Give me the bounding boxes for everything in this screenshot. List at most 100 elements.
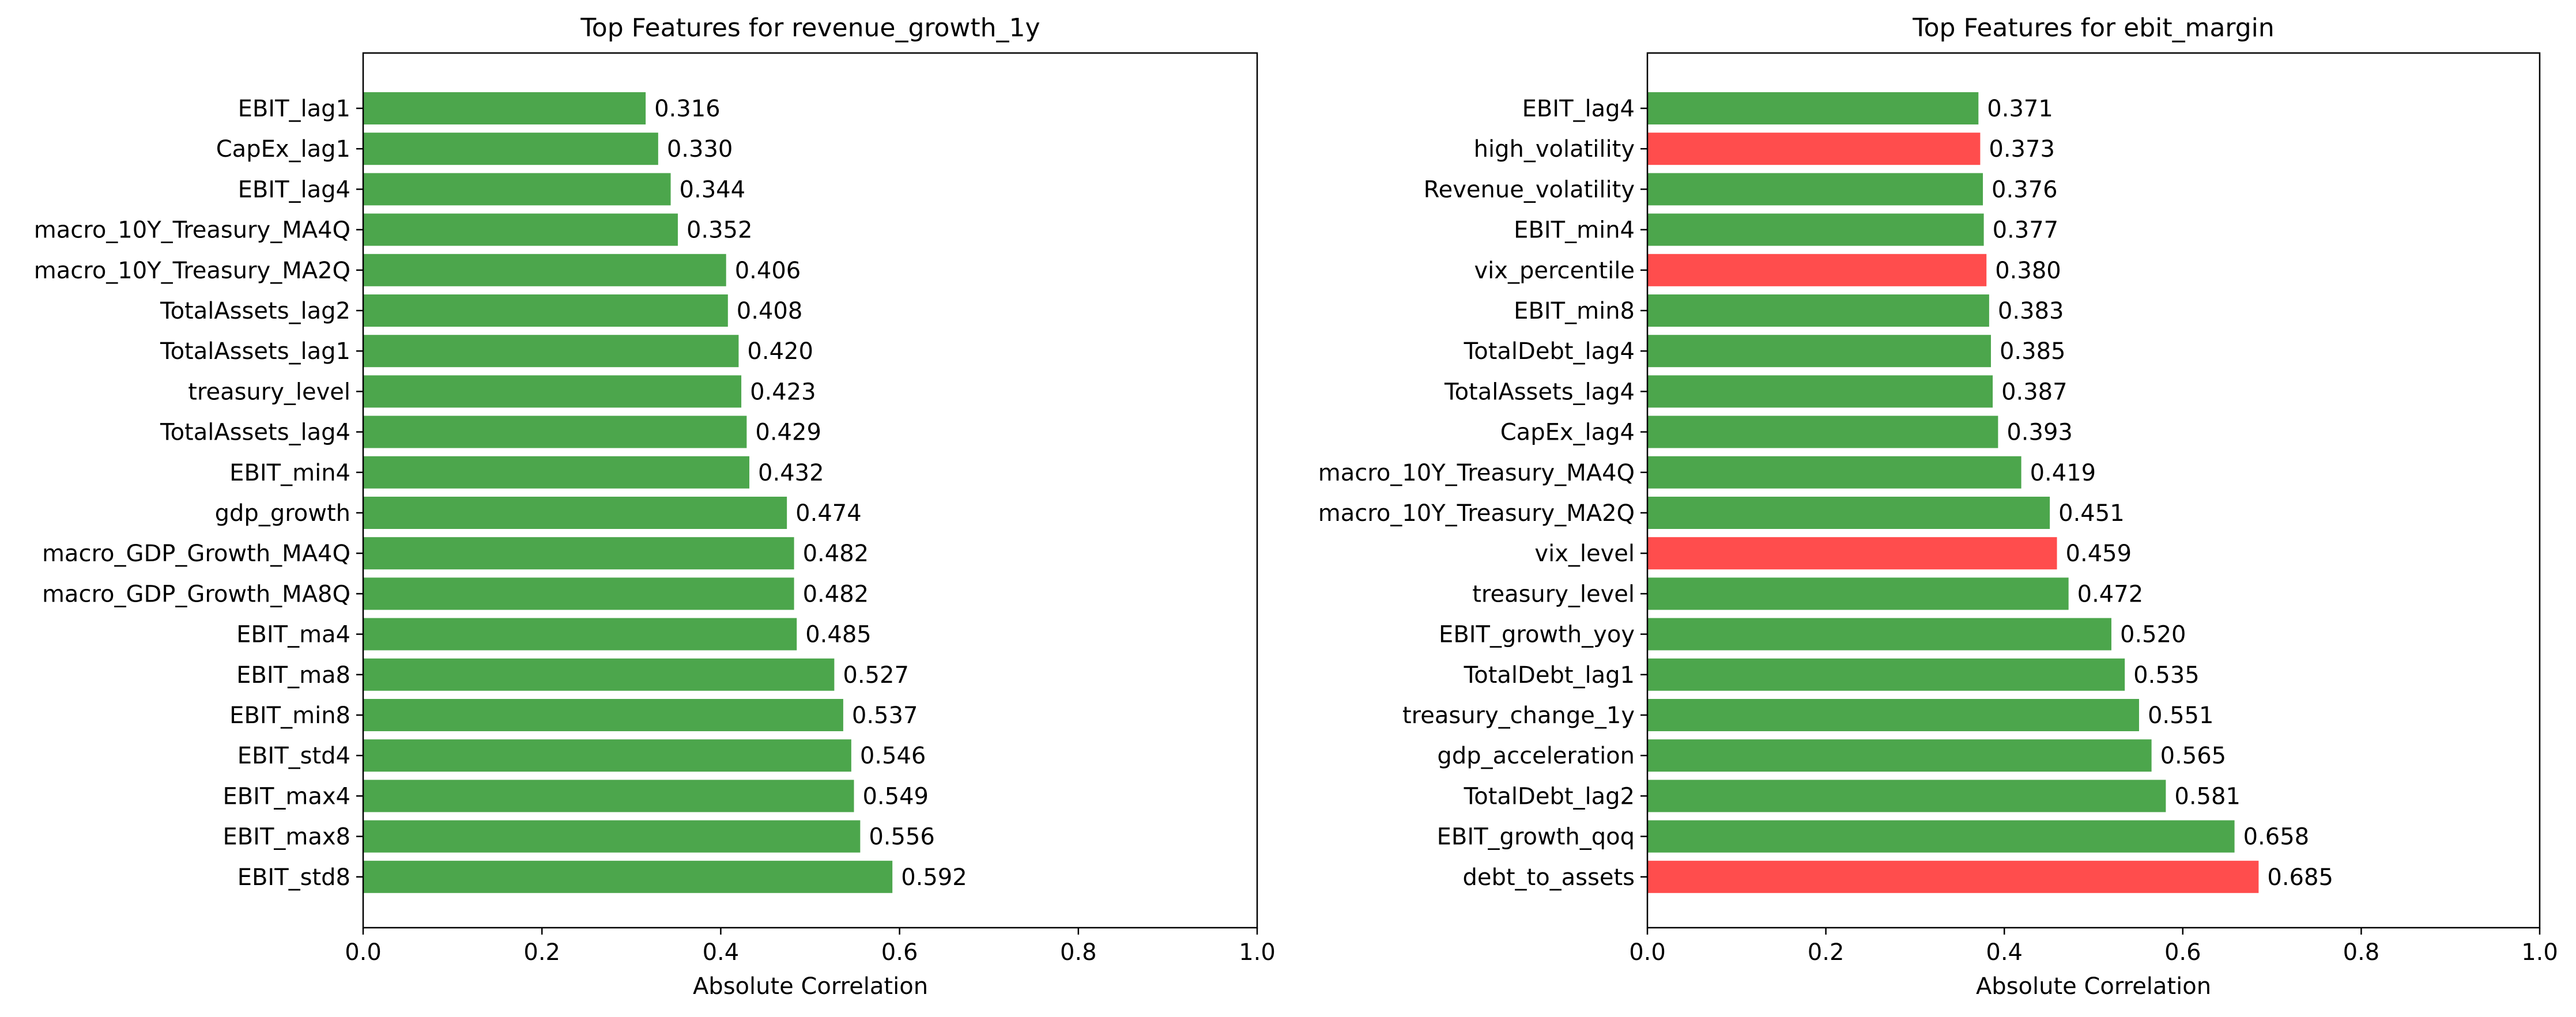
y-tick-label: treasury_level [188, 379, 350, 405]
y-tick-label: TotalAssets_lag4 [160, 419, 350, 446]
y-tick-label: EBIT_min8 [229, 702, 350, 729]
y-tick-label: EBIT_growth_yoy [1439, 622, 1635, 648]
y-tick-label: EBIT_lag4 [238, 176, 350, 203]
x-tick-label: 0.8 [1060, 939, 1097, 966]
bar [363, 577, 794, 610]
y-tick-label: EBIT_min4 [229, 460, 350, 486]
data-label: 0.352 [687, 217, 753, 244]
bar [363, 699, 843, 731]
bar [1647, 375, 1993, 408]
bar [1647, 780, 2166, 812]
bar [1647, 739, 2152, 772]
y-tick-label: TotalDebt_lag2 [1464, 783, 1635, 810]
x-tick-label: 0.2 [523, 939, 560, 966]
data-label: 0.520 [2120, 622, 2186, 648]
data-label: 0.393 [2007, 419, 2073, 446]
bar [363, 133, 658, 165]
y-tick-label: macro_10Y_Treasury_MA2Q [1318, 500, 1635, 527]
bar [363, 537, 794, 570]
data-label: 0.482 [803, 581, 869, 607]
bar [363, 213, 678, 246]
bar [1647, 92, 1979, 124]
bar [1647, 820, 2235, 853]
y-tick-label: EBIT_max8 [222, 824, 350, 850]
y-tick-label: TotalAssets_lag1 [160, 338, 350, 365]
bar [1647, 254, 1987, 286]
data-label: 0.565 [2160, 743, 2227, 769]
x-tick-label: 0.4 [1986, 939, 2023, 966]
data-label: 0.592 [901, 864, 967, 891]
data-label: 0.451 [2058, 500, 2125, 527]
y-tick-label: macro_GDP_Growth_MA4Q [42, 540, 350, 567]
data-label: 0.535 [2133, 662, 2200, 689]
y-tick-label: EBIT_ma8 [236, 662, 350, 689]
data-label: 0.432 [758, 460, 824, 486]
bar [363, 294, 728, 327]
bar [363, 456, 750, 489]
data-label: 0.474 [795, 500, 862, 527]
x-tick-label: 0.4 [703, 939, 740, 966]
data-label: 0.330 [667, 136, 733, 162]
bar [363, 780, 854, 812]
data-label: 0.556 [869, 824, 935, 850]
bar [1647, 294, 1989, 327]
x-tick-label: 1.0 [2521, 939, 2558, 966]
y-tick-label: debt_to_assets [1462, 864, 1635, 891]
y-tick-label: treasury_change_1y [1402, 702, 1635, 729]
y-tick-label: macro_10Y_Treasury_MA2Q [34, 258, 350, 284]
data-label: 0.549 [862, 783, 929, 810]
bar [363, 820, 861, 853]
x-tick-label: 1.0 [1239, 939, 1276, 966]
y-tick-label: CapEx_lag1 [216, 136, 350, 162]
bar [1647, 699, 2139, 731]
bar [363, 92, 646, 124]
y-tick-label: TotalDebt_lag1 [1464, 662, 1635, 689]
bar [363, 658, 835, 691]
data-label: 0.472 [2077, 581, 2144, 607]
bar [1647, 860, 2259, 893]
bar [1647, 173, 1983, 206]
data-label: 0.387 [2001, 379, 2068, 405]
bar [363, 375, 742, 408]
data-label: 0.459 [2066, 540, 2132, 567]
y-tick-label: high_volatility [1474, 136, 1635, 162]
data-label: 0.316 [654, 96, 721, 122]
y-tick-label: TotalAssets_lag4 [1444, 379, 1635, 405]
bar [363, 860, 893, 893]
x-axis-label: Absolute Correlation [1976, 973, 2211, 1000]
y-tick-label: EBIT_lag4 [1522, 96, 1635, 122]
bar [363, 497, 787, 529]
data-label: 0.551 [2148, 702, 2214, 729]
chart-title: Top Features for ebit_margin [1912, 13, 2275, 43]
data-label: 0.385 [2000, 338, 2066, 365]
data-label: 0.408 [737, 298, 803, 324]
bar [363, 618, 797, 651]
chart-title: Top Features for revenue_growth_1y [580, 13, 1040, 43]
bar [363, 254, 726, 286]
y-tick-label: vix_level [1534, 540, 1635, 567]
bar [1647, 658, 2125, 691]
bar [1647, 577, 2069, 610]
data-label: 0.485 [805, 622, 872, 648]
y-tick-label: gdp_acceleration [1437, 743, 1635, 769]
y-tick-label: EBIT_ma4 [236, 622, 350, 648]
y-tick-label: treasury_level [1472, 581, 1635, 607]
y-tick-label: EBIT_max4 [222, 783, 350, 810]
y-tick-label: EBIT_std8 [237, 864, 350, 891]
bar [1647, 497, 2050, 529]
x-tick-label: 0.0 [1629, 939, 1666, 966]
x-tick-label: 0.2 [1808, 939, 1845, 966]
y-tick-label: macro_10Y_Treasury_MA4Q [1318, 460, 1635, 486]
data-label: 0.423 [750, 379, 816, 405]
data-label: 0.658 [2243, 824, 2310, 850]
y-tick-label: Revenue_volatility [1424, 176, 1635, 203]
y-tick-label: CapEx_lag4 [1500, 419, 1635, 446]
data-label: 0.537 [852, 702, 918, 729]
data-label: 0.581 [2174, 783, 2241, 810]
data-label: 0.546 [860, 743, 926, 769]
bar [363, 739, 851, 772]
x-tick-label: 0.8 [2343, 939, 2380, 966]
bar [1647, 415, 1998, 448]
y-tick-label: EBIT_std4 [237, 743, 350, 769]
